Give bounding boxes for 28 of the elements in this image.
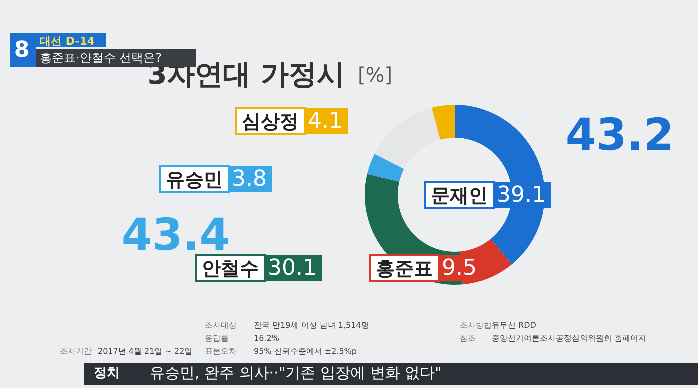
chart-subtitle: [%]	[358, 63, 393, 87]
annotation: 유무선 RDD	[492, 321, 536, 330]
annotation: 조사방법	[460, 321, 492, 330]
annotation: 참조	[460, 334, 476, 343]
data-label: 39.1	[497, 183, 546, 208]
annotation: 홍준표·안철수 선택은?	[36, 49, 196, 67]
annotation: 응답률	[205, 334, 229, 343]
legend-label: 홍준표	[376, 258, 433, 280]
data-label: 9.5	[442, 256, 477, 281]
legend-label: 심상정	[242, 111, 299, 133]
legend-label: 문재인	[431, 185, 488, 207]
legend-label: 유승민	[166, 169, 223, 191]
annotation: 조사대상	[205, 321, 237, 330]
annotation: 대선 D-14	[36, 33, 106, 48]
annotation: 표본오차	[205, 347, 237, 356]
data-label: 3.8	[232, 167, 267, 192]
legend-label: 안철수	[202, 258, 259, 280]
annotation: 전국 만19세 이상 남녀 1,514명	[254, 321, 370, 330]
annotation: 조사기간	[60, 347, 92, 356]
annotation: 8	[10, 33, 36, 67]
data-label: 30.1	[268, 256, 317, 281]
annotation: 43.2	[566, 110, 674, 161]
data-label: 4.1	[308, 109, 343, 134]
annotation: 중앙선거여론조사공정심의위원회 홈페이지	[492, 334, 647, 343]
annotation: 16.2%	[254, 334, 280, 343]
annotation: 유승민, 완주 의사··"기존 입장에 변화 없다"	[150, 364, 442, 382]
annotation: 95% 신뢰수준에서 ±2.5%p	[254, 347, 357, 356]
annotation: 2017년 4월 21일 ~ 22일	[98, 347, 193, 356]
